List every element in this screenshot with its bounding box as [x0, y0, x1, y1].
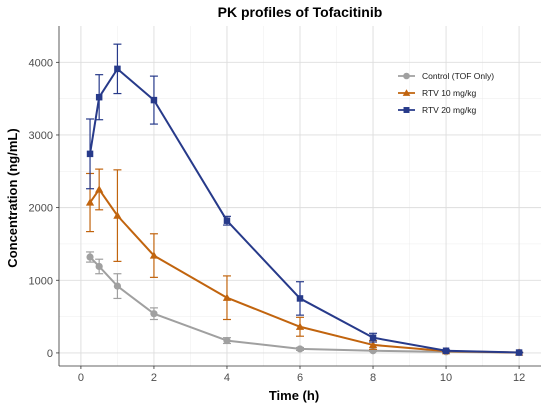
data-point-triangle	[95, 185, 104, 193]
legend-item: RTV 10 mg/kg	[398, 88, 476, 98]
legend-label: Control (TOF Only)	[422, 71, 494, 81]
data-point-square	[223, 217, 231, 224]
data-point-circle	[223, 336, 231, 345]
y-tick-label: 3000	[29, 130, 53, 142]
x-tick-label: 12	[513, 372, 525, 384]
data-point-square	[515, 349, 523, 356]
y-tick-label: 1000	[29, 275, 53, 287]
x-tick-label: 4	[224, 372, 230, 384]
data-point-triangle	[295, 322, 305, 330]
data-point-circle	[86, 253, 94, 261]
data-point-square	[95, 93, 103, 101]
data-point-triangle	[368, 340, 378, 349]
data-point-square	[369, 334, 377, 341]
data-point-triangle	[402, 89, 411, 96]
legend-label: RTV 10 mg/kg	[422, 88, 476, 98]
data-point-triangle	[85, 198, 95, 206]
legend-item: Control (TOF Only)	[398, 71, 494, 81]
data-point-square	[296, 295, 304, 302]
y-axis-title: Concentration (ng/mL)	[5, 128, 20, 267]
data-point-triangle	[222, 293, 232, 301]
data-point-square	[114, 65, 121, 73]
y-tick-label: 4000	[29, 57, 53, 69]
data-point-circle	[113, 282, 122, 290]
legend: Control (TOF Only) RTV 10 mg/kg RTV 20 mg/…	[398, 71, 494, 115]
x-tick-label: 10	[440, 372, 452, 384]
data-point-triangle	[149, 251, 159, 259]
data-point-square	[403, 107, 410, 113]
series-3	[86, 43, 524, 356]
data-point-triangle	[113, 211, 122, 219]
data-point-circle	[296, 345, 304, 353]
x-tick-label: 2	[151, 372, 157, 384]
data-point-square	[442, 347, 450, 354]
data-point-circle	[95, 262, 103, 271]
data-point-square	[86, 150, 94, 158]
x-tick-label: 0	[78, 372, 84, 384]
y-tick-label: 2000	[29, 203, 53, 215]
legend-label: RTV 20 mg/kg	[422, 105, 476, 115]
chart-title: PK profiles of Tofacitinib	[218, 4, 383, 20]
x-tick-label: 6	[297, 372, 303, 384]
series-layer	[85, 43, 524, 357]
axis-layer: 0 2 4 6 8 10 12 0 1000 2000 3000 4000	[29, 26, 541, 384]
y-tick-label: 0	[47, 348, 53, 360]
series-2	[85, 168, 524, 356]
data-point-circle	[150, 310, 158, 318]
series-1	[86, 251, 524, 357]
x-tick-label: 8	[370, 372, 376, 384]
x-axis-title: Time (h)	[269, 388, 319, 403]
legend-item: RTV 20 mg/kg	[398, 105, 476, 115]
data-point-square	[150, 96, 158, 104]
data-point-circle	[403, 72, 410, 80]
